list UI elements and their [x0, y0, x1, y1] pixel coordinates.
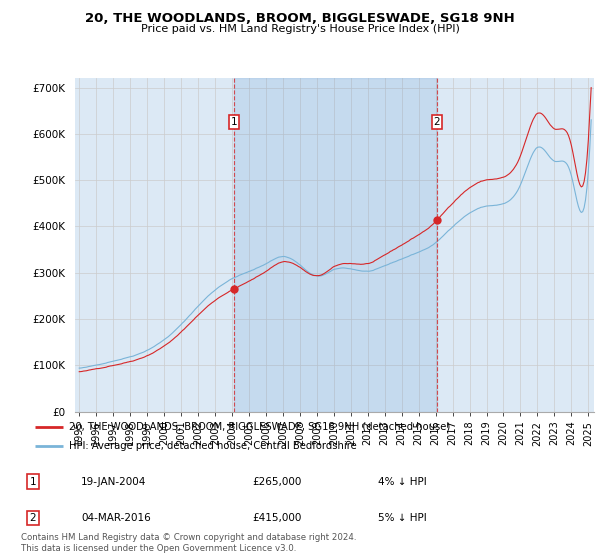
Text: 20, THE WOODLANDS, BROOM, BIGGLESWADE, SG18 9NH: 20, THE WOODLANDS, BROOM, BIGGLESWADE, S… — [85, 12, 515, 25]
Bar — [234, 78, 437, 412]
Text: 04-MAR-2016: 04-MAR-2016 — [81, 513, 151, 523]
Text: 2: 2 — [29, 513, 37, 523]
Text: 4% ↓ HPI: 4% ↓ HPI — [378, 477, 427, 487]
Text: 19-JAN-2004: 19-JAN-2004 — [81, 477, 146, 487]
Text: 2: 2 — [434, 116, 440, 127]
Text: £415,000: £415,000 — [252, 513, 301, 523]
Text: Price paid vs. HM Land Registry's House Price Index (HPI): Price paid vs. HM Land Registry's House … — [140, 24, 460, 34]
Text: 5% ↓ HPI: 5% ↓ HPI — [378, 513, 427, 523]
Text: Contains HM Land Registry data © Crown copyright and database right 2024.
This d: Contains HM Land Registry data © Crown c… — [21, 533, 356, 553]
Text: £265,000: £265,000 — [252, 477, 301, 487]
Text: HPI: Average price, detached house, Central Bedfordshire: HPI: Average price, detached house, Cent… — [68, 441, 356, 450]
Text: 1: 1 — [230, 116, 237, 127]
Text: 1: 1 — [29, 477, 37, 487]
Text: 20, THE WOODLANDS, BROOM, BIGGLESWADE, SG18 9NH (detached house): 20, THE WOODLANDS, BROOM, BIGGLESWADE, S… — [68, 422, 450, 432]
